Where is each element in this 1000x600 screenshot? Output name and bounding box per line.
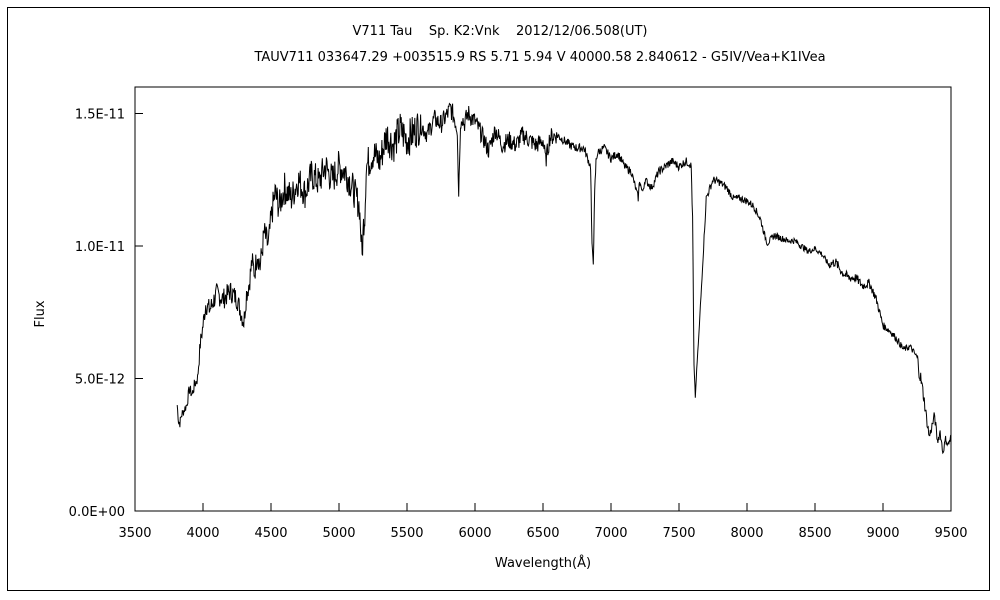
- y-axis-label: Flux: [33, 300, 48, 327]
- chart-title: V711 Tau Sp. K2:Vnk 2012/12/06.508(UT): [352, 24, 648, 39]
- y-tick-label: 5.0E-12: [75, 373, 125, 388]
- x-tick-label: 5500: [390, 526, 423, 541]
- x-tick-label: 4000: [186, 526, 219, 541]
- x-tick-label: 8500: [798, 526, 831, 541]
- chart-frame: [7, 7, 990, 591]
- x-tick-label: 5000: [322, 526, 355, 541]
- x-tick-label: 9000: [866, 526, 899, 541]
- series-line-spectrum: [176, 102, 952, 455]
- y-tick-label: 1.0E-11: [75, 240, 125, 255]
- x-tick-label: 7500: [662, 526, 695, 541]
- x-tick-label: 6500: [526, 526, 559, 541]
- y-tick-label: 0.0E+00: [69, 505, 125, 520]
- x-axis-label: Wavelength(Å): [495, 555, 591, 571]
- y-axis: 0.0E+00 5.0E-12 1.0E-11 1.5E-11: [69, 108, 143, 520]
- x-tick-label: 9500: [934, 526, 967, 541]
- x-tick-label: 8000: [730, 526, 763, 541]
- y-tick-label: 1.5E-11: [75, 108, 125, 123]
- chart-subtitle: TAUV711 033647.29 +003515.9 RS 5.71 5.94…: [254, 50, 826, 65]
- x-tick-label: 3500: [118, 526, 151, 541]
- x-axis: 3500 4000 4500 5000 5500 6000 6500 7000 7500 8000…: [118, 503, 968, 541]
- x-tick-label: 6000: [458, 526, 491, 541]
- plot-area: [134, 86, 952, 512]
- x-tick-label: 7000: [594, 526, 627, 541]
- x-tick-label: 4500: [254, 526, 287, 541]
